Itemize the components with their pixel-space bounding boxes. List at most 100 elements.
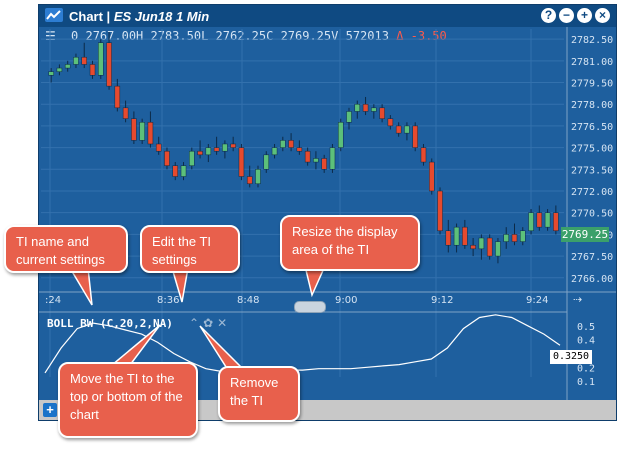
y-tick-label: 2772.00: [571, 187, 613, 198]
indicator-value-badge: 0.3250: [550, 350, 592, 364]
candle-body: [56, 67, 63, 72]
add-panel-button[interactable]: +: [43, 403, 57, 417]
callout-ti-name: TI name and current settings: [4, 225, 128, 273]
window-title-bar[interactable]: Chart | ES Jun18 1 Min ? − + ×: [39, 5, 616, 27]
y-tick-label: 2782.50: [571, 35, 613, 46]
y-tick-label: 2773.50: [571, 165, 613, 176]
volume-prefix: 0: [71, 29, 79, 43]
y-tick-label: 2766.00: [571, 274, 613, 285]
candle-body: [155, 143, 162, 152]
candle-body: [288, 140, 294, 148]
candle-body: [313, 158, 319, 163]
candle-body: [511, 234, 518, 242]
candle-body: [544, 212, 551, 228]
candle-body: [180, 165, 187, 177]
candle-body: [147, 122, 154, 145]
candle-body: [98, 42, 104, 76]
candle-body: [503, 234, 509, 242]
candle-body: [263, 154, 270, 170]
candle-body: [230, 143, 236, 148]
candle-body: [106, 42, 112, 87]
y-tick-label: 2767.50: [571, 252, 613, 263]
candle-body: [495, 241, 501, 257]
candle-body: [520, 230, 526, 242]
x-tick-label: 8:48: [237, 295, 259, 306]
chart-window: Chart | ES Jun18 1 Min ? − + × ☰ 0 2767.…: [38, 4, 617, 421]
indicator-y-tick: 0.5: [577, 322, 595, 333]
candle-body: [412, 125, 418, 148]
candle-body: [197, 150, 203, 156]
candle-body: [346, 111, 352, 123]
indicator-label[interactable]: BOLL BW (C,20,2,NA): [47, 317, 173, 330]
candle-body: [478, 237, 485, 250]
scroll-right-icon: ⇢: [573, 294, 582, 306]
close-icon[interactable]: ×: [595, 8, 610, 23]
candle-body: [528, 212, 534, 232]
candle-body: [222, 143, 228, 152]
move-indicator-icon[interactable]: ⌃: [189, 316, 200, 330]
candle-body: [255, 169, 261, 185]
candle-body: [213, 147, 220, 152]
indicator-y-tick: 0.4: [577, 336, 595, 347]
candle-body: [131, 118, 137, 141]
last-price-badge: 2769.25: [561, 227, 609, 242]
y-tick-label: 2778.00: [571, 100, 613, 111]
candle-body: [462, 226, 468, 246]
x-tick-label: 9:24: [526, 295, 548, 306]
candle-body: [64, 64, 71, 69]
help-icon[interactable]: ?: [541, 8, 556, 23]
candle-body: [114, 85, 121, 109]
maximize-icon[interactable]: +: [577, 8, 592, 23]
candle-body: [321, 158, 327, 170]
candle-body: [89, 64, 96, 76]
candle-body: [122, 107, 129, 119]
indicator-y-tick: 0.2: [577, 363, 595, 374]
minimize-icon[interactable]: −: [559, 8, 574, 23]
candle-body: [246, 176, 253, 185]
y-tick-label: 2770.50: [571, 209, 613, 220]
price-chart[interactable]: 2782.50 2781.00 2779.50 2778.00 2776.50 2775.…: [39, 27, 616, 400]
x-tick-label: 8:36: [157, 295, 179, 306]
chart-line-icon: [45, 8, 63, 25]
candle-body: [172, 165, 178, 177]
candle-body: [553, 212, 559, 232]
indicator-y-tick: 0.1: [577, 377, 595, 388]
candle-body: [238, 147, 245, 177]
y-tick-label: 2781.00: [571, 57, 613, 68]
candle-body: [337, 122, 344, 148]
y-tick-label: 2776.50: [571, 122, 613, 133]
candle-body: [445, 230, 452, 246]
candle-body: [362, 103, 369, 112]
resize-handle[interactable]: [294, 301, 326, 313]
candle-body: [379, 107, 385, 119]
remove-indicator-icon[interactable]: ✕: [217, 316, 228, 330]
edit-settings-icon[interactable]: ✿: [203, 316, 214, 330]
callout-move: Move the TI to the top or bottom of the …: [58, 362, 198, 438]
candle-body: [48, 71, 54, 76]
candle-body: [189, 150, 195, 166]
y-tick-label: 2775.00: [571, 144, 613, 155]
candle-body: [139, 122, 145, 141]
candle-body: [470, 244, 476, 250]
window-title: Chart | ES Jun18 1 Min: [69, 9, 210, 24]
candle-body: [404, 125, 410, 134]
candle-body: [354, 103, 361, 112]
candle-body: [429, 161, 435, 192]
candle-body: [73, 56, 79, 65]
candle-body: [387, 118, 394, 127]
candle-body: [453, 226, 460, 246]
candle-body: [395, 125, 402, 134]
candle-body: [280, 140, 286, 148]
candle-body: [304, 150, 311, 163]
candle-body: [420, 147, 427, 163]
x-tick-label: :24: [45, 295, 61, 306]
callout-remove: Remove the TI: [218, 366, 300, 422]
candle-body: [536, 212, 543, 228]
candle-body: [205, 147, 212, 156]
candle-body: [371, 107, 377, 112]
candle-body: [437, 190, 443, 232]
callout-resize: Resize the display area of the TI: [280, 215, 420, 271]
candle-body: [271, 147, 278, 156]
candle-body: [329, 147, 336, 170]
y-tick-label: 2779.50: [571, 79, 613, 90]
